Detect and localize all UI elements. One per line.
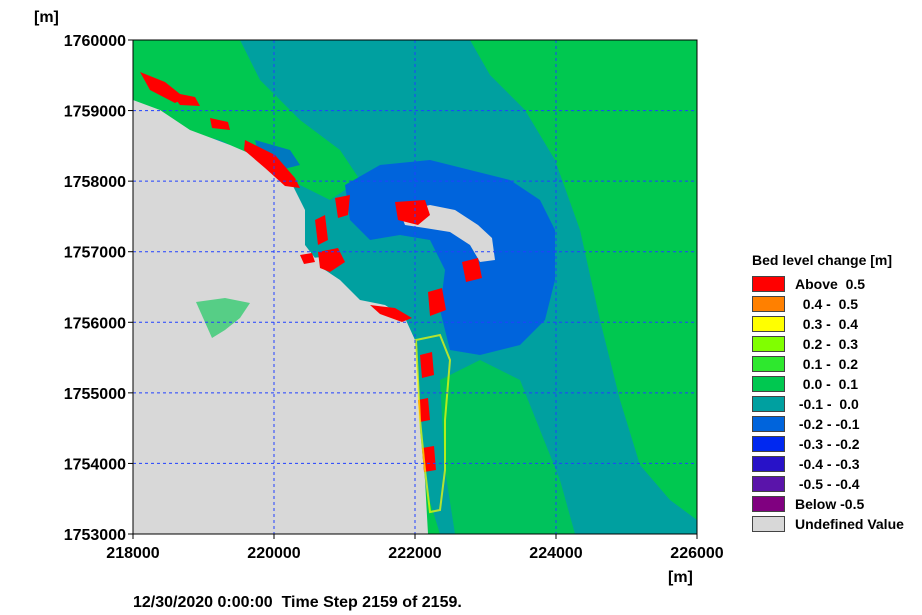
- zone-green-south: [440, 360, 575, 534]
- zone-red-4: [244, 140, 300, 188]
- zone-red-6: [335, 195, 350, 218]
- legend-rows: Above 0.5 0.4 - 0.5 0.3 - 0.4 0.2 - 0.3 …: [752, 274, 922, 534]
- legend-swatch: [752, 336, 785, 352]
- y-tick-label: 1758000: [64, 174, 126, 191]
- legend-item: 0.0 - 0.1: [752, 374, 922, 394]
- legend-label: -0.5 - -0.4: [795, 476, 860, 492]
- legend-label: 0.1 - 0.2: [795, 356, 859, 372]
- y-unit-label: [m]: [34, 9, 59, 26]
- legend-label: 0.2 - 0.3: [795, 336, 859, 352]
- legend-label: 0.3 - 0.4: [795, 316, 859, 332]
- legend-swatch: [752, 496, 785, 512]
- legend-label: -0.2 - -0.1: [795, 416, 860, 432]
- zone-red-2: [170, 92, 200, 106]
- zone-red-7: [315, 215, 328, 245]
- legend-swatch: [752, 396, 785, 412]
- legend-item: -0.5 - -0.4: [752, 474, 922, 494]
- legend-label: Below -0.5: [795, 496, 865, 512]
- x-unit-label: [m]: [668, 569, 693, 586]
- y-tick-label: 1754000: [64, 456, 126, 473]
- legend-label: 0.0 - 0.1: [795, 376, 859, 392]
- grid-lines: [133, 40, 697, 534]
- legend-item: Above 0.5: [752, 274, 922, 294]
- x-tick-label: 218000: [106, 545, 159, 562]
- x-tick-label: 226000: [670, 545, 723, 562]
- time-step: Time Step 2159 of 2159.: [281, 594, 462, 611]
- zone-red-3: [210, 118, 230, 130]
- legend-item: 0.4 - 0.5: [752, 294, 922, 314]
- x-tick-label: 222000: [388, 545, 441, 562]
- zone-red-11: [428, 288, 446, 316]
- legend-item: -0.1 - 0.0: [752, 394, 922, 414]
- legend: Bed level change [m] Above 0.5 0.4 - 0.5…: [752, 252, 922, 534]
- y-tick-label: 1759000: [64, 104, 126, 121]
- legend-swatch: [752, 376, 785, 392]
- zone-red-9: [300, 253, 315, 264]
- legend-item: Undefined Value: [752, 514, 922, 534]
- legend-swatch: [752, 316, 785, 332]
- zone-yellow-rim: [414, 333, 452, 514]
- zone-west-spit: [196, 298, 250, 338]
- zone-red-5: [395, 200, 430, 225]
- legend-swatch: [752, 356, 785, 372]
- legend-label: Undefined Value: [795, 516, 904, 532]
- legend-label: -0.3 - -0.2: [795, 436, 860, 452]
- y-tick-label: 1756000: [64, 315, 126, 332]
- legend-item: 0.3 - 0.4: [752, 314, 922, 334]
- zone-red-13: [420, 352, 434, 378]
- legend-label: 0.4 - 0.5: [795, 296, 859, 312]
- bed-level-map: [133, 40, 697, 534]
- zone-red-12: [370, 305, 412, 322]
- legend-item: -0.4 - -0.3: [752, 454, 922, 474]
- legend-swatch: [752, 276, 785, 292]
- legend-title: Bed level change [m]: [752, 252, 893, 268]
- x-tick-label: 224000: [529, 545, 582, 562]
- y-tick-label: 1760000: [64, 33, 126, 50]
- legend-swatch: [752, 456, 785, 472]
- legend-item: 0.2 - 0.3: [752, 334, 922, 354]
- y-tick-label: 1753000: [64, 527, 126, 544]
- legend-label: Above 0.5: [795, 276, 866, 292]
- legend-swatch: [752, 516, 785, 532]
- legend-item: Below -0.5: [752, 494, 922, 514]
- x-tick-label: 220000: [247, 545, 300, 562]
- legend-label: -0.1 - 0.0: [795, 396, 859, 412]
- zone-red-14: [418, 398, 430, 422]
- zone-red-8: [318, 248, 345, 272]
- timestamp: 12/30/2020 0:00:00: [133, 594, 273, 611]
- x-axis: 218000 220000 222000 224000 226000: [106, 534, 724, 562]
- legend-swatch: [752, 436, 785, 452]
- footer: 12/30/2020 0:00:00 Time Step 2159 of 215…: [133, 594, 462, 612]
- legend-item: 0.1 - 0.2: [752, 354, 922, 374]
- legend-item: -0.2 - -0.1: [752, 414, 922, 434]
- zone-green-nw-lobe: [133, 40, 360, 200]
- legend-swatch: [752, 296, 785, 312]
- legend-item: -0.3 - -0.2: [752, 434, 922, 454]
- y-tick-label: 1757000: [64, 245, 126, 262]
- land-mainland: [133, 40, 428, 534]
- zone-red-10: [462, 258, 482, 282]
- legend-swatch: [752, 476, 785, 492]
- legend-swatch: [752, 416, 785, 432]
- y-tick-label: 1755000: [64, 386, 126, 403]
- legend-label: -0.4 - -0.3: [795, 456, 860, 472]
- y-axis: 1753000 1754000 1755000 1756000 1757000 17580…: [64, 33, 133, 544]
